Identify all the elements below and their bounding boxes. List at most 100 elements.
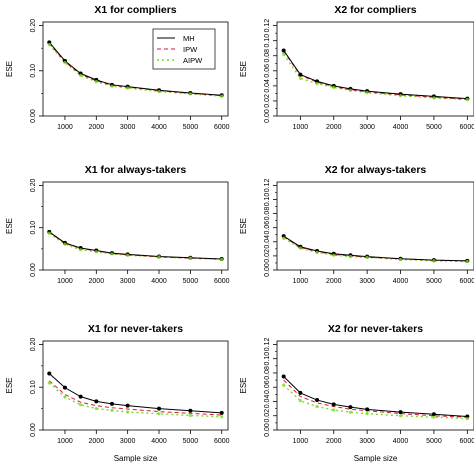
panel-x1-compliers: X1 for compliers ESE 0.00 0.10 0.20 1000 2000 3…	[5, 4, 230, 131]
panel-title: X1 for always-takers	[85, 164, 187, 176]
x-tick-label: 1000	[293, 124, 309, 131]
point-mh	[398, 410, 403, 415]
point-aipw	[315, 250, 319, 254]
point-aipw	[126, 86, 130, 90]
point-aipw	[298, 246, 302, 250]
series-line-ipw	[283, 379, 468, 418]
point-aipw	[348, 255, 353, 259]
point-aipw	[63, 242, 67, 246]
series-line-mh	[283, 376, 468, 417]
legend-box	[152, 28, 216, 70]
point-mh	[298, 390, 303, 395]
series-line-ipw	[283, 50, 468, 100]
x-tick-label: 2000	[89, 278, 105, 285]
point-mh	[348, 405, 353, 410]
x-tick-label: 4000	[151, 438, 167, 445]
x-tick-label: 5000	[183, 278, 199, 285]
point-mh	[315, 398, 320, 403]
y-tick-label: 0.06	[264, 380, 271, 394]
point-mh	[47, 371, 52, 376]
point-aipw	[126, 410, 130, 414]
x-tick-label: 3000	[359, 438, 375, 445]
y-tick-label: 0.02	[264, 94, 271, 108]
point-aipw	[282, 52, 286, 56]
point-mh	[62, 385, 67, 390]
series-line-aipw	[48, 382, 222, 418]
x-tick-label: 5000	[183, 438, 199, 445]
x-tick-label: 3000	[359, 278, 375, 285]
point-aipw	[398, 94, 403, 98]
point-aipw	[220, 415, 224, 419]
point-aipw	[365, 255, 369, 259]
point-aipw	[332, 253, 336, 257]
point-aipw	[315, 404, 319, 409]
y-tick-label: 0.04	[264, 235, 271, 249]
x-tick-label: 2000	[326, 278, 342, 285]
panel-x1-always-takers: X1 for always-takers ESE 0.00 0.10 0.20 1000 2…	[5, 164, 230, 285]
y-tick-label: 0.00	[30, 423, 37, 437]
point-aipw	[63, 395, 67, 399]
point-aipw	[157, 255, 161, 259]
x-tick-label: 5000	[183, 124, 199, 131]
point-aipw	[63, 61, 67, 65]
y-tick-label: 0.06	[264, 64, 271, 78]
point-aipw	[79, 248, 83, 252]
point-mh	[109, 401, 114, 406]
point-aipw	[298, 399, 302, 403]
point-aipw	[157, 412, 161, 416]
point-mh	[431, 412, 436, 417]
y-tick-label: 0.06	[264, 221, 271, 235]
x-tick-label: 5000	[426, 124, 442, 131]
y-tick-label: 0.10	[264, 193, 271, 207]
point-aipw	[188, 256, 192, 260]
y-tick-label: 0.00	[264, 263, 271, 277]
point-mh	[365, 407, 370, 412]
x-tick-label: 6000	[214, 124, 230, 131]
panel-x2-always-takers: X2 for always-takersESE0.000.020.040.060…	[239, 164, 474, 285]
point-aipw	[282, 236, 286, 240]
plot-frame	[42, 181, 229, 271]
x-tick-label: 1000	[57, 278, 73, 285]
point-aipw	[47, 231, 51, 235]
y-tick-label: 0.00	[30, 263, 37, 277]
y-tick-label: 0.04	[264, 79, 271, 93]
y-tick-label: 0.10	[30, 64, 37, 78]
x-tick-label: 5000	[426, 438, 442, 445]
panel-x2-never-takers: X2 for never-takersESE0.000.020.040.060.…	[239, 323, 474, 463]
point-mh	[188, 408, 193, 413]
y-axis-label: ESE	[5, 61, 14, 77]
y-tick-label: 0.12	[264, 178, 271, 192]
y-tick-label: 0.00	[30, 109, 37, 123]
x-tick-label: 2000	[89, 438, 105, 445]
point-aipw	[110, 84, 114, 88]
point-aipw	[465, 259, 469, 264]
point-aipw	[432, 96, 436, 100]
x-tick-label: 3000	[120, 124, 136, 131]
x-tick-label: 1000	[293, 278, 309, 285]
point-aipw	[332, 408, 336, 412]
panel-x2-compliers: X2 for compliersESE0.000.020.040.060.080…	[239, 4, 474, 131]
point-aipw	[94, 80, 98, 84]
point-aipw	[348, 88, 353, 92]
y-tick-label: 0.08	[264, 366, 271, 380]
series-line-aipw	[48, 44, 222, 97]
point-aipw	[365, 91, 369, 95]
x-tick-label: 4000	[151, 278, 167, 285]
point-aipw	[220, 257, 224, 262]
x-tick-label: 6000	[214, 278, 230, 285]
panel-x1-never-takers: X1 for never-takers ESE 0.00 0.10 0.20 1000 20…	[5, 323, 230, 463]
y-tick-label: 0.00	[264, 423, 271, 437]
point-mh	[298, 72, 303, 77]
x-tick-label: 1000	[57, 438, 73, 445]
point-aipw	[282, 383, 286, 387]
x-axis-label: Sample size	[114, 454, 158, 463]
x-tick-label: 2000	[89, 124, 105, 131]
series-line-ipw	[48, 380, 222, 416]
point-aipw	[365, 411, 369, 416]
x-tick-label: 6000	[460, 438, 474, 445]
series-line-mh	[283, 50, 468, 100]
panel-title: X2 for never-takers	[328, 323, 423, 335]
point-aipw	[465, 416, 469, 421]
series-line-aipw	[283, 384, 468, 420]
